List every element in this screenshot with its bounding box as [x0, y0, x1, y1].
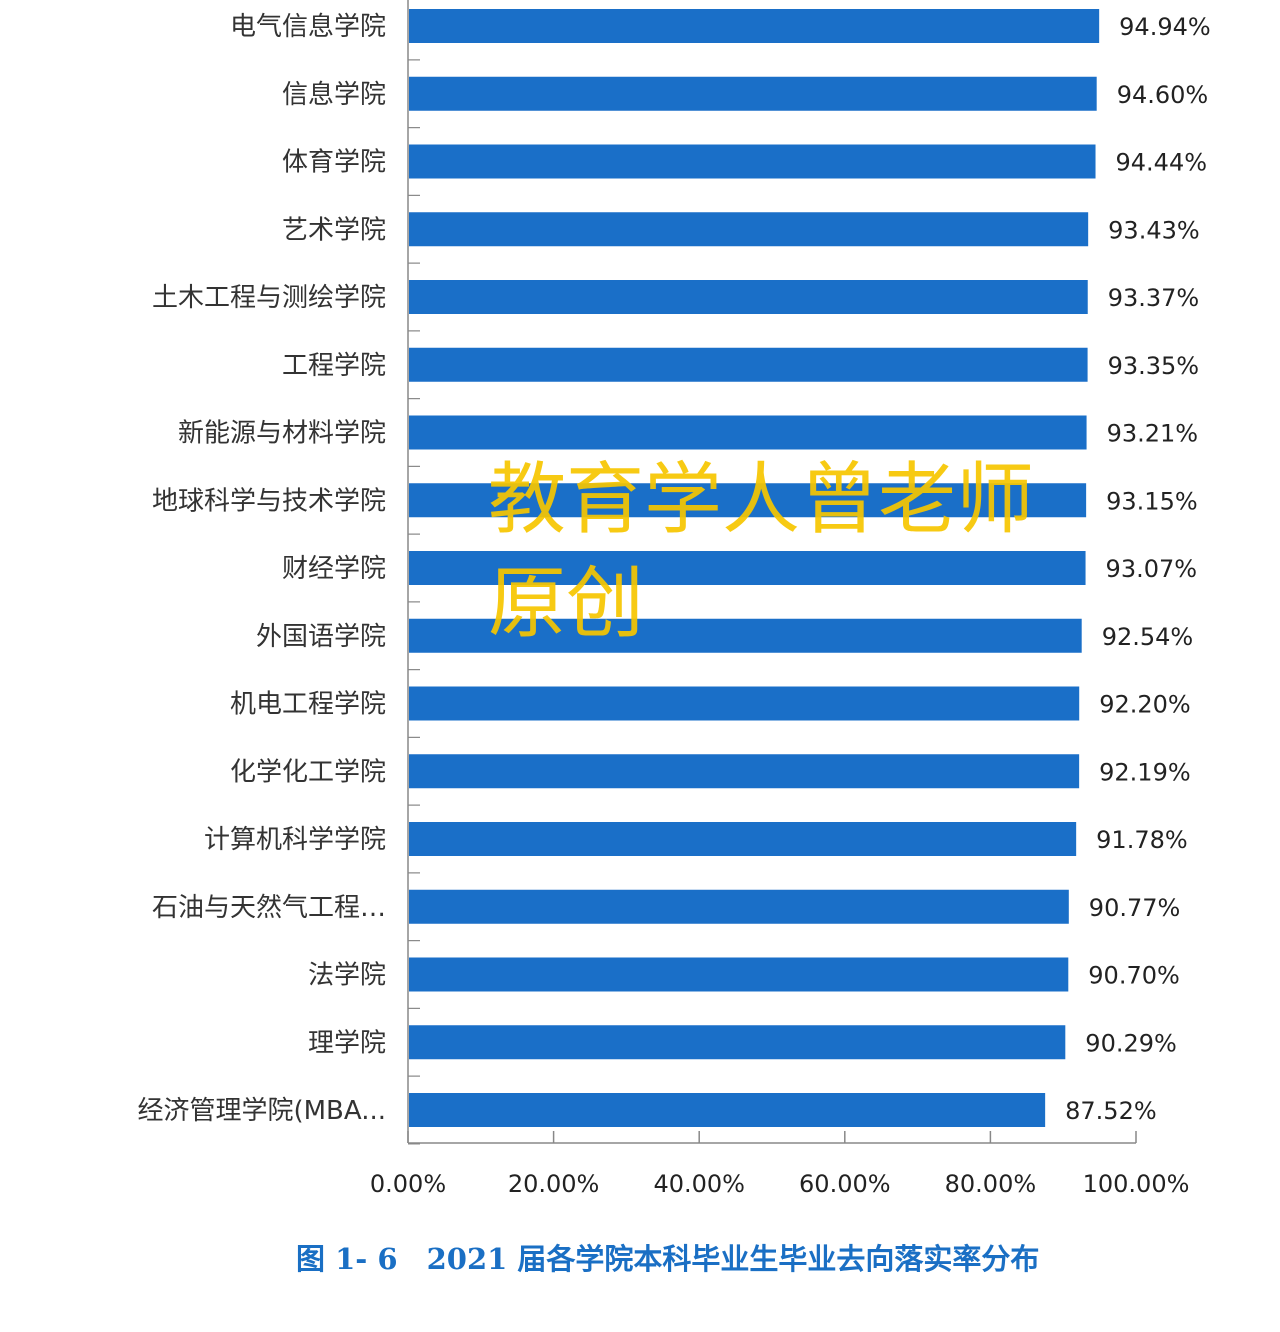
data-label: 92.20% [1099, 691, 1191, 719]
bar [409, 212, 1089, 247]
data-label: 90.29% [1085, 1029, 1177, 1057]
category-label: 工程学院 [282, 351, 386, 381]
bar [409, 483, 1087, 518]
data-label: 93.43% [1108, 216, 1200, 244]
category-label: 土木工程与测绘学院 [152, 283, 386, 313]
data-label: 91.78% [1096, 826, 1188, 854]
category-label: 化学化工学院 [230, 757, 386, 787]
category-label: 艺术学院 [282, 215, 386, 245]
data-label: 90.70% [1088, 962, 1180, 990]
category-label: 信息学院 [282, 80, 386, 110]
bar [409, 280, 1088, 314]
category-label: 经济管理学院(MBA... [137, 1096, 386, 1126]
x-tick-label: 40.00% [653, 1170, 745, 1198]
bar [409, 686, 1080, 721]
data-label: 92.19% [1099, 758, 1191, 786]
category-label: 理学院 [308, 1028, 386, 1058]
x-tick-label: 60.00% [799, 1170, 891, 1198]
bar [409, 618, 1082, 653]
bar [409, 889, 1069, 924]
data-label: 93.37% [1108, 284, 1200, 312]
bar [409, 822, 1077, 856]
bar [409, 551, 1086, 585]
data-label: 92.54% [1102, 623, 1194, 651]
category-label: 新能源与材料学院 [178, 419, 386, 449]
bar [409, 347, 1088, 382]
category-label: 电气信息学院 [230, 12, 386, 42]
bar [409, 9, 1100, 43]
x-tick-label: 20.00% [508, 1170, 600, 1198]
data-label: 87.52% [1065, 1097, 1157, 1125]
bar [409, 754, 1080, 789]
data-label: 93.35% [1108, 352, 1200, 380]
data-label: 94.94% [1119, 13, 1211, 41]
x-tick-label: 80.00% [945, 1170, 1037, 1198]
bar-chart: 电气信息学院 94.94% 信息学院 94.60% 体育学院 94.44% 艺术学院 93.4… [137, 0, 1211, 1198]
bar [409, 1025, 1066, 1060]
chart-title: 图 1- 6 2021 届各学院本科毕业生毕业去向落实率分布 [296, 1242, 1040, 1276]
data-label: 94.44% [1116, 149, 1208, 177]
x-tick-label: 100.00% [1083, 1170, 1190, 1198]
bar [409, 76, 1097, 111]
bar [409, 415, 1087, 450]
bar [409, 144, 1096, 179]
category-label: 财经学院 [282, 554, 386, 584]
data-label: 93.07% [1106, 555, 1198, 583]
data-label: 93.15% [1106, 487, 1198, 515]
bar [409, 957, 1069, 992]
category-label: 地球科学与技术学院 [152, 486, 386, 516]
category-label: 体育学院 [282, 148, 386, 178]
category-label: 计算机科学学院 [204, 825, 386, 855]
data-label: 90.77% [1089, 894, 1181, 922]
data-label: 94.60% [1117, 81, 1209, 109]
category-label: 法学院 [308, 961, 386, 991]
data-label: 93.21% [1107, 420, 1199, 448]
category-label: 机电工程学院 [230, 690, 386, 720]
x-tick-label: 0.00% [370, 1170, 446, 1198]
category-label: 外国语学院 [256, 622, 386, 652]
bar [409, 1093, 1046, 1127]
category-label: 石油与天然气工程… [152, 893, 386, 923]
